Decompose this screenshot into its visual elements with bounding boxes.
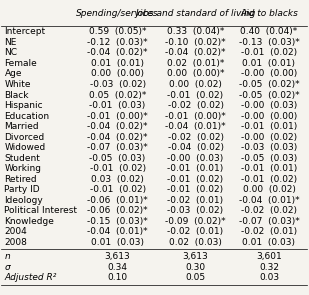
Text: Working: Working xyxy=(4,164,41,173)
Text: -0.01  (0.01): -0.01 (0.01) xyxy=(167,164,224,173)
Text: 0.01  (0.03): 0.01 (0.03) xyxy=(243,238,295,247)
Text: -0.15  (0.03)*: -0.15 (0.03)* xyxy=(87,217,148,226)
Text: 0.00  (0.02): 0.00 (0.02) xyxy=(169,80,222,89)
Text: -0.01  (0.02): -0.01 (0.02) xyxy=(167,91,224,99)
Text: 0.00  (0.00)*: 0.00 (0.00)* xyxy=(167,70,224,78)
Text: 3,601: 3,601 xyxy=(256,253,282,261)
Text: -0.06  (0.02)*: -0.06 (0.02)* xyxy=(87,206,148,215)
Text: Jobs and standard of living: Jobs and standard of living xyxy=(135,9,256,18)
Text: Adjusted R²: Adjusted R² xyxy=(4,273,57,282)
Text: -0.05  (0.03): -0.05 (0.03) xyxy=(90,154,146,163)
Text: Black: Black xyxy=(4,91,29,99)
Text: -0.01  (0.01): -0.01 (0.01) xyxy=(241,122,297,131)
Text: -0.04  (0.01)*: -0.04 (0.01)* xyxy=(239,196,299,205)
Text: Divorced: Divorced xyxy=(4,132,45,142)
Text: -0.03  (0.02): -0.03 (0.02) xyxy=(167,206,224,215)
Text: -0.09  (0.02)*: -0.09 (0.02)* xyxy=(165,217,226,226)
Text: -0.05  (0.02)*: -0.05 (0.02)* xyxy=(239,80,299,89)
Text: -0.01  (0.02): -0.01 (0.02) xyxy=(90,164,146,173)
Text: Retired: Retired xyxy=(4,175,37,184)
Text: 0.05  (0.02)*: 0.05 (0.02)* xyxy=(89,91,146,99)
Text: 2004: 2004 xyxy=(4,227,27,236)
Text: 0.00  (0.00): 0.00 (0.00) xyxy=(91,70,144,78)
Text: Aid to blacks: Aid to blacks xyxy=(240,9,298,18)
Text: -0.01  (0.00)*: -0.01 (0.00)* xyxy=(87,112,148,121)
Text: -0.00  (0.03): -0.00 (0.03) xyxy=(167,154,224,163)
Text: -0.10  (0.02)*: -0.10 (0.02)* xyxy=(165,38,226,47)
Text: 3,613: 3,613 xyxy=(105,253,130,261)
Text: -0.01  (0.00)*: -0.01 (0.00)* xyxy=(165,112,226,121)
Text: Education: Education xyxy=(4,112,49,121)
Text: Ideology: Ideology xyxy=(4,196,43,205)
Text: -0.03  (0.02): -0.03 (0.02) xyxy=(90,80,146,89)
Text: -0.01  (0.02): -0.01 (0.02) xyxy=(90,185,146,194)
Text: NC: NC xyxy=(4,48,17,58)
Text: 0.03  (0.02): 0.03 (0.02) xyxy=(91,175,144,184)
Text: -0.02  (0.01): -0.02 (0.01) xyxy=(167,196,224,205)
Text: Intercept: Intercept xyxy=(4,27,45,36)
Text: Female: Female xyxy=(4,59,37,68)
Text: Knowledge: Knowledge xyxy=(4,217,54,226)
Text: Spending/services: Spending/services xyxy=(76,9,159,18)
Text: n: n xyxy=(4,253,10,261)
Text: Party ID: Party ID xyxy=(4,185,40,194)
Text: 0.01  (0.03): 0.01 (0.03) xyxy=(91,238,144,247)
Text: -0.02  (0.02): -0.02 (0.02) xyxy=(167,101,223,110)
Text: 0.01  (0.01): 0.01 (0.01) xyxy=(91,59,144,68)
Text: 2008: 2008 xyxy=(4,238,27,247)
Text: -0.02  (0.01): -0.02 (0.01) xyxy=(167,227,224,236)
Text: 0.03: 0.03 xyxy=(259,273,279,282)
Text: NE: NE xyxy=(4,38,17,47)
Text: -0.05  (0.03): -0.05 (0.03) xyxy=(241,154,297,163)
Text: Hispanic: Hispanic xyxy=(4,101,43,110)
Text: 0.33  (0.04)*: 0.33 (0.04)* xyxy=(167,27,224,36)
Text: -0.03  (0.03): -0.03 (0.03) xyxy=(241,143,297,152)
Text: -0.07  (0.03)*: -0.07 (0.03)* xyxy=(87,143,148,152)
Text: -0.04  (0.02)*: -0.04 (0.02)* xyxy=(87,132,148,142)
Text: -0.00  (0.00): -0.00 (0.00) xyxy=(241,70,297,78)
Text: Student: Student xyxy=(4,154,40,163)
Text: -0.01  (0.02): -0.01 (0.02) xyxy=(167,185,224,194)
Text: -0.01  (0.02): -0.01 (0.02) xyxy=(241,48,297,58)
Text: 0.34: 0.34 xyxy=(108,263,128,272)
Text: Political Interest: Political Interest xyxy=(4,206,78,215)
Text: -0.04  (0.02): -0.04 (0.02) xyxy=(167,143,223,152)
Text: 0.30: 0.30 xyxy=(185,263,205,272)
Text: -0.05  (0.02)*: -0.05 (0.02)* xyxy=(239,91,299,99)
Text: 0.00  (0.02): 0.00 (0.02) xyxy=(243,185,295,194)
Text: 0.02  (0.01)*: 0.02 (0.01)* xyxy=(167,59,224,68)
Text: 3,613: 3,613 xyxy=(183,253,209,261)
Text: -0.01  (0.01): -0.01 (0.01) xyxy=(241,164,297,173)
Text: Married: Married xyxy=(4,122,39,131)
Text: σ: σ xyxy=(4,263,10,272)
Text: White: White xyxy=(4,80,31,89)
Text: -0.00  (0.00): -0.00 (0.00) xyxy=(241,112,297,121)
Text: 0.02  (0.03): 0.02 (0.03) xyxy=(169,238,222,247)
Text: 0.01  (0.01): 0.01 (0.01) xyxy=(243,59,295,68)
Text: -0.13  (0.03)*: -0.13 (0.03)* xyxy=(239,38,299,47)
Text: 0.32: 0.32 xyxy=(259,263,279,272)
Text: -0.02  (0.02): -0.02 (0.02) xyxy=(241,206,297,215)
Text: 0.10: 0.10 xyxy=(108,273,128,282)
Text: 0.59  (0.05)*: 0.59 (0.05)* xyxy=(89,27,146,36)
Text: -0.00  (0.03): -0.00 (0.03) xyxy=(241,101,297,110)
Text: -0.00  (0.02): -0.00 (0.02) xyxy=(241,132,297,142)
Text: -0.01  (0.02): -0.01 (0.02) xyxy=(241,175,297,184)
Text: Widowed: Widowed xyxy=(4,143,46,152)
Text: 0.05: 0.05 xyxy=(185,273,205,282)
Text: -0.04  (0.01)*: -0.04 (0.01)* xyxy=(165,122,226,131)
Text: -0.04  (0.02)*: -0.04 (0.02)* xyxy=(87,48,148,58)
Text: -0.12  (0.03)*: -0.12 (0.03)* xyxy=(87,38,148,47)
Text: -0.02  (0.02): -0.02 (0.02) xyxy=(167,132,223,142)
Text: -0.01  (0.03): -0.01 (0.03) xyxy=(90,101,146,110)
Text: 0.40  (0.04)*: 0.40 (0.04)* xyxy=(240,27,298,36)
Text: -0.04  (0.01)*: -0.04 (0.01)* xyxy=(87,227,148,236)
Text: Age: Age xyxy=(4,70,22,78)
Text: -0.06  (0.01)*: -0.06 (0.01)* xyxy=(87,196,148,205)
Text: -0.02  (0.01): -0.02 (0.01) xyxy=(241,227,297,236)
Text: -0.01  (0.02): -0.01 (0.02) xyxy=(167,175,224,184)
Text: -0.07  (0.03)*: -0.07 (0.03)* xyxy=(239,217,299,226)
Text: -0.04  (0.02)*: -0.04 (0.02)* xyxy=(165,48,226,58)
Text: -0.04  (0.02)*: -0.04 (0.02)* xyxy=(87,122,148,131)
